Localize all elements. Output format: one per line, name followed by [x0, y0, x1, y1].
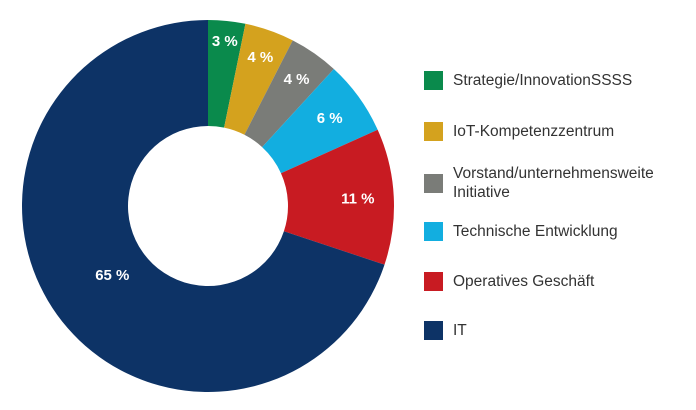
legend-label: Strategie/InnovationSSSS: [453, 72, 633, 89]
legend-item-operatives-geschaeft: Operatives Geschäft: [424, 272, 693, 291]
legend-item-iot: IoT-Kompetenzzentrum: [424, 122, 693, 141]
legend-swatch: [424, 173, 443, 193]
legend-swatch: [424, 272, 443, 291]
donut-slice-it: [22, 20, 385, 393]
slice-value-label: 11 %: [341, 190, 374, 207]
donut-slice-operatives-gesch-ft: [280, 129, 394, 265]
legend-label: IoT-Kompetenzzentrum: [453, 123, 615, 140]
legend-label: IT: [453, 322, 467, 339]
donut-slice-vorstand-unternehmensweite-initiative: [244, 40, 334, 148]
slice-value-label: 65 %: [95, 267, 129, 284]
donut-slice-technische-entwicklung: [262, 69, 378, 174]
donut-slice-strategie-innovationssss: [208, 20, 246, 128]
legend-swatch: [424, 321, 443, 340]
legend-label: Operatives Geschäft: [453, 273, 595, 290]
legend-item-strategie: Strategie/InnovationSSSS: [424, 71, 693, 90]
legend-label: Vorstand/unternehmensweite Initiative: [453, 165, 654, 201]
legend-item-vorstand: Vorstand/unternehmensweite Initiative: [424, 164, 693, 202]
legend-swatch: [424, 222, 443, 241]
slice-value-label: 4 %: [284, 71, 310, 88]
slice-value-label: 3 %: [212, 33, 238, 50]
slice-value-label: 6 %: [317, 110, 343, 127]
legend-label: Technische Entwicklung: [453, 223, 618, 240]
legend-swatch: [424, 122, 443, 141]
legend-swatch: [424, 71, 443, 90]
legend-item-technische-entwicklung: Technische Entwicklung: [424, 222, 693, 241]
donut-chart: 3 % 4 % 4 % 6 % 11 % 65 %: [22, 20, 394, 393]
legend-item-it: IT: [424, 321, 693, 340]
slice-value-label: 4 %: [247, 49, 273, 66]
donut-slice-iot-kompetenzzentrum: [224, 23, 293, 135]
